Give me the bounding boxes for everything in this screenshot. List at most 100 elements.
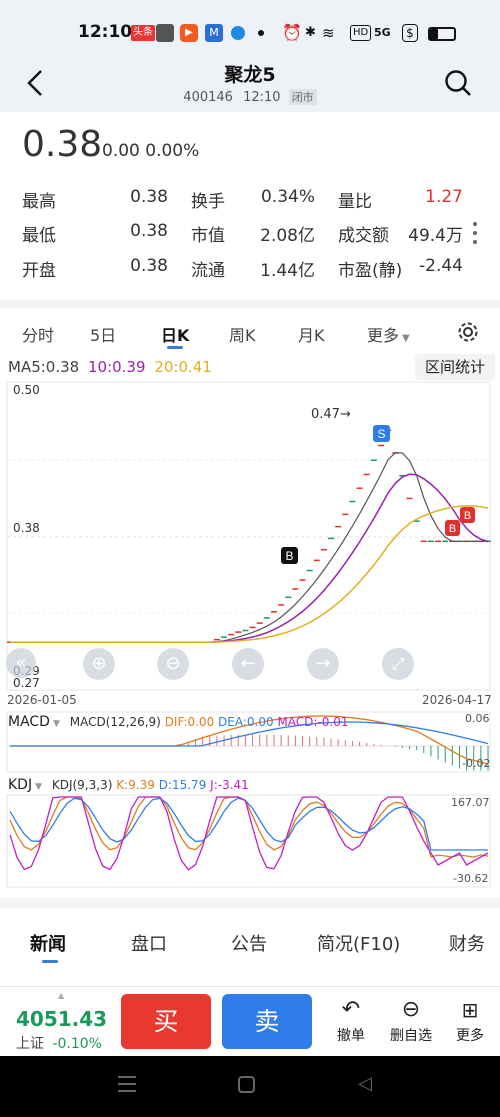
back-icon[interactable] xyxy=(24,68,46,98)
kdj-params: KDJ(9,3,3) xyxy=(51,778,113,792)
price-change: 0.00 0.00% xyxy=(102,141,200,161)
tab-more[interactable]: 更多 ▼ xyxy=(367,322,410,346)
index-subtitle[interactable]: 上证 -0.10% xyxy=(16,1033,102,1053)
tab-more-label: 更多 xyxy=(367,326,400,345)
menu-nav-icon[interactable] xyxy=(118,1076,136,1092)
kline-chart[interactable]: MA5:0.38 10:0.39 20:0.41 区间统计 xyxy=(0,350,500,890)
sell-button[interactable]: 卖 xyxy=(222,994,312,1049)
macd-title[interactable]: MACD xyxy=(8,714,50,730)
tab-order-book[interactable]: 盘口 xyxy=(131,934,167,955)
active-tab-indicator xyxy=(167,346,183,349)
macd-dea-line xyxy=(10,721,489,747)
peak-price-label: 0.47→ xyxy=(311,407,351,422)
kdj-j-value: J:-3.41 xyxy=(210,778,249,792)
mail-icon: M xyxy=(205,24,223,42)
tab-monthly-k[interactable]: 月K xyxy=(298,326,325,345)
date-end: 2026-04-17 xyxy=(422,693,492,707)
value-high: 0.38 xyxy=(130,187,168,207)
cancel-order-label: 撤单 xyxy=(337,1028,365,1044)
chevron-down-icon: ▼ xyxy=(35,782,43,792)
quote-row: 最低 0.38 市值 2.08亿 成交额 49.4万 xyxy=(0,221,500,251)
arrow-left-icon[interactable]: ← xyxy=(232,648,264,680)
zoom-out-icon[interactable]: ⊖ xyxy=(157,648,189,680)
tab-announcements[interactable]: 公告 xyxy=(231,934,267,955)
tab-news[interactable]: 新闻 xyxy=(30,934,66,955)
value-volume-ratio: 1.27 xyxy=(425,187,463,207)
kdj-min: -30.62 xyxy=(453,872,489,885)
buy-marker-label: B xyxy=(464,510,471,522)
system-nav-bar: ◁ xyxy=(0,1056,500,1117)
tab-daily-k[interactable]: 日K xyxy=(161,326,190,345)
ma5-line xyxy=(10,452,488,643)
label-turnover: 换手 xyxy=(191,192,225,212)
collapse-left-icon[interactable]: « xyxy=(6,648,36,678)
fullscreen-icon[interactable]: ⤢ xyxy=(382,648,414,680)
tab-weekly-k[interactable]: 周K xyxy=(229,326,256,345)
quote-row: 最高 0.38 换手 0.34% 量比 1.27 xyxy=(0,187,500,217)
date-start: 2026-01-05 xyxy=(7,693,77,707)
range-stats-button[interactable]: 区间统计 xyxy=(415,354,495,380)
macd-bars xyxy=(180,734,489,771)
index-value[interactable]: 4051.43 xyxy=(16,1007,108,1031)
y-axis-top: 0.50 xyxy=(13,383,40,397)
value-amount: 49.4万 xyxy=(408,226,463,246)
label-float-cap: 流通 xyxy=(191,261,225,281)
label-open: 开盘 xyxy=(22,261,56,281)
ma20-line xyxy=(10,505,489,643)
macd-dea-value: DEA:0.00 xyxy=(218,715,274,729)
value-pe: -2.44 xyxy=(419,256,463,276)
buy-marker: B xyxy=(445,520,460,536)
bluetooth-icon: ✱ xyxy=(305,25,316,40)
ma-legend: MA5:0.38 10:0.39 20:0.41 xyxy=(8,358,212,376)
arrow-right-icon[interactable]: → xyxy=(307,648,339,680)
index-up-arrow-icon: ▲ xyxy=(58,991,65,1000)
more-label: 更多 xyxy=(456,1028,484,1044)
market-state-badge: 闭市 xyxy=(288,89,317,105)
macd-dif-value: DIF:0.00 xyxy=(164,715,215,729)
kdj-legend: KDJ ▼ KDJ(9,3,3) K:9.39 D:15.79 J:-3.41 xyxy=(8,777,249,793)
home-nav-icon[interactable] xyxy=(238,1076,255,1093)
buy-marker-label: B xyxy=(285,549,293,563)
game-icon xyxy=(156,24,174,42)
info-tabs: 新闻 盘口 公告 简况(F10) 财务 xyxy=(0,898,500,966)
zoom-in-icon[interactable]: ⊕ xyxy=(83,648,115,680)
status-time: 12:10 xyxy=(78,22,133,42)
more-dots-icon[interactable] xyxy=(473,222,479,248)
stock-subtitle: 400146 12:10 闭市 xyxy=(0,89,500,105)
more-button[interactable]: ⊞ 更多 xyxy=(445,995,495,1045)
index-name: 上证 xyxy=(16,1036,44,1052)
chevron-down-icon: ▼ xyxy=(52,719,60,729)
search-icon[interactable] xyxy=(443,68,473,98)
chart-period-tabs: 分时 5日 日K 周K 月K 更多 ▼ xyxy=(0,300,500,350)
tab-f10-profile[interactable]: 简况(F10) xyxy=(317,934,401,955)
macd-legend: MACD ▼ MACD(12,26,9) DIF:0.00 DEA:0.00 MA… xyxy=(8,714,349,730)
dot-icon xyxy=(258,30,264,36)
tab-financials[interactable]: 财务 xyxy=(449,934,485,955)
back-nav-icon[interactable]: ◁ xyxy=(358,1073,372,1094)
buy-marker: B xyxy=(281,547,298,564)
current-price: 0.38 xyxy=(22,124,103,165)
kdj-d-line xyxy=(9,797,488,851)
value-low: 0.38 xyxy=(130,221,168,241)
toutiao-icon: 头条 xyxy=(131,25,155,41)
remove-favorite-button[interactable]: ⊖ 删自选 xyxy=(383,995,439,1045)
index-change: -0.10% xyxy=(52,1036,102,1052)
video-icon: ▶ xyxy=(180,24,198,42)
buy-button[interactable]: 买 xyxy=(121,994,211,1049)
kdj-title[interactable]: KDJ xyxy=(8,777,33,793)
value-open: 0.38 xyxy=(130,256,168,276)
status-bar: 12:10 头条 ▶ M ⏰ ✱ ≋ HD 5G $ xyxy=(0,0,500,60)
value-market-cap: 2.08亿 xyxy=(260,226,315,246)
stock-code: 400146 xyxy=(183,90,233,105)
y-axis-bottom: 0.27 xyxy=(13,676,40,690)
chevron-down-icon: ▼ xyxy=(402,333,410,344)
tab-intraday[interactable]: 分时 xyxy=(22,326,55,345)
y-axis-mid: 0.38 xyxy=(13,521,40,535)
tab-5day[interactable]: 5日 xyxy=(90,326,117,345)
settings-gear-icon[interactable] xyxy=(457,321,479,343)
macd-min: -0.02 xyxy=(462,757,491,770)
battery-icon xyxy=(428,27,456,41)
candles-group xyxy=(7,429,491,643)
cancel-order-button[interactable]: ↶ 撤单 xyxy=(326,995,376,1045)
sell-marker: S xyxy=(373,425,390,442)
